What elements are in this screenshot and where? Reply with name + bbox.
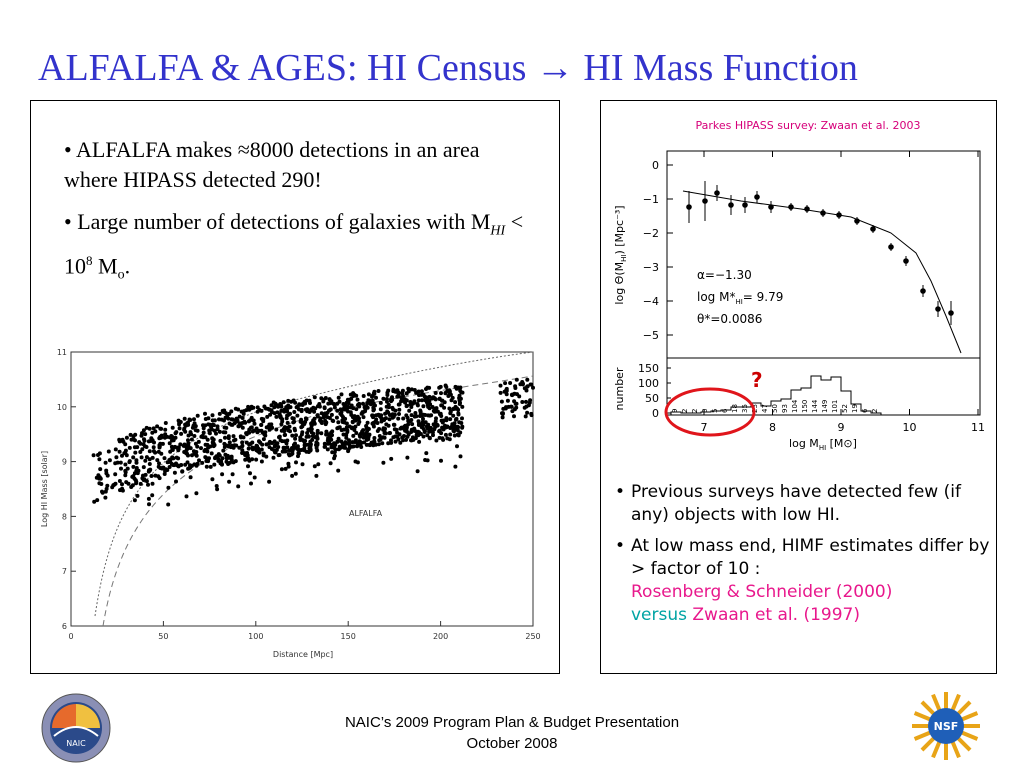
- histogram-bin-label: 149: [821, 400, 829, 413]
- ref-zwaan: Zwaan et al. (1997): [692, 605, 860, 625]
- naic-logo: NAIC: [41, 693, 111, 763]
- param-alpha: α=−1.30: [697, 268, 752, 282]
- scatter-xlabel: Distance [Mpc]: [273, 650, 333, 659]
- himf-ylabel-top: log Θ(MHI) [Mpc⁻³]: [613, 205, 628, 304]
- himf-xtick: 8: [769, 421, 776, 434]
- versus-word: versus: [631, 605, 687, 625]
- himf-data-point: [820, 210, 826, 216]
- scatter-xtick: 0: [68, 632, 73, 641]
- himf-data-point: [768, 204, 774, 210]
- left-bullet-1: • ALFALFA makes ≈8000 detections in an a…: [64, 137, 480, 192]
- scatter-ytick: 7: [62, 567, 67, 576]
- himf-data-point: [935, 306, 941, 312]
- right-bullet-list: • Previous surveys have detected few (if…: [615, 481, 995, 635]
- himf-data-point: [754, 194, 760, 200]
- himf-data-point: [804, 206, 810, 212]
- himf-ytick-bottom: 50: [645, 392, 659, 405]
- histogram-bin-label: 47: [761, 404, 769, 413]
- scatter-xtick: 50: [158, 632, 168, 641]
- himf-data-point: [888, 244, 894, 250]
- histogram-bin-label: 9: [671, 409, 679, 413]
- himf-ytick-top: −1: [643, 193, 659, 206]
- left-bullet-2: • Large number of detections of galaxies…: [64, 209, 524, 284]
- himf-xtick: 11: [971, 421, 985, 434]
- scatter-ytick: 9: [62, 458, 67, 467]
- low-mass-highlight-circle: [664, 387, 756, 437]
- histogram-bin-label: 19: [851, 404, 859, 413]
- histogram-bin-label: 52: [841, 404, 849, 413]
- histogram-bin-label: 35: [741, 404, 749, 413]
- histogram-bin-label: 6: [861, 408, 869, 413]
- right-panel: Parkes HIPASS survey: Zwaan et al. 2003 …: [600, 100, 997, 674]
- histogram-bin-label: 2: [681, 409, 689, 413]
- left-bullet-list: • ALFALFA makes ≈8000 detections in an a…: [64, 135, 534, 303]
- histogram-bin-label: 2: [871, 409, 879, 413]
- histogram-bin-label: 101: [831, 400, 839, 413]
- scatter-ylabel: Log HI Mass [solar]: [40, 451, 49, 527]
- scatter-xtick: 150: [341, 632, 356, 641]
- himf-ytick-top: −4: [643, 295, 659, 308]
- ref-rosenberg: Rosenberg & Schneider (2000): [631, 582, 893, 602]
- himf-data-point: [788, 204, 794, 210]
- left-panel: • ALFALFA makes ≈8000 detections in an a…: [30, 100, 560, 674]
- nsf-logo: NSF: [912, 692, 980, 760]
- footer-line-2: October 2008: [466, 735, 558, 752]
- scatter-ytick: 10: [57, 403, 67, 412]
- himf-title: Parkes HIPASS survey: Zwaan et al. 2003: [695, 119, 920, 132]
- histogram-bin-label: 104: [791, 399, 799, 413]
- svg-text:NSF: NSF: [934, 720, 959, 733]
- histogram-bin-label: 6: [721, 408, 729, 413]
- histogram-bin-label: 150: [801, 400, 809, 413]
- himf-data-point: [903, 258, 909, 264]
- himf-ytick-top: −3: [643, 261, 659, 274]
- himf-xtick: 10: [903, 421, 917, 434]
- himf-xtick: 7: [701, 421, 708, 434]
- himf-params: α=−1.30 log M*HI= 9.79 θ*=0.0086: [697, 268, 783, 326]
- himf-plot: Parkes HIPASS survey: Zwaan et al. 2003 …: [613, 119, 985, 452]
- scatter-ytick: 6: [62, 622, 67, 631]
- himf-data-point: [854, 218, 860, 224]
- question-mark: ?: [751, 368, 763, 392]
- himf-ytick-top: 0: [652, 159, 659, 172]
- scatter-xtick: 100: [248, 632, 263, 641]
- right-bullet-2: • At low mass end, HIMF estimates differ…: [615, 536, 990, 625]
- right-bullet-1: • Previous surveys have detected few (if…: [615, 482, 961, 525]
- histogram-bin-label: 93: [781, 404, 789, 413]
- himf-ylabel-bottom: number: [613, 367, 626, 410]
- alfalfa-scatter-plot: 0 50 100 150 200 250 6 7 8 9 10 11 ALFALFA Distance…: [40, 348, 541, 659]
- histogram-bin-label: 18: [731, 404, 739, 413]
- scatter-ytick: 11: [57, 348, 67, 357]
- histogram-bin-label: 144: [811, 399, 819, 413]
- himf-xtick: 9: [838, 421, 845, 434]
- himf-ytick-top: −5: [643, 329, 659, 342]
- himf-data-point: [742, 202, 748, 208]
- himf-ytick-bottom: 150: [638, 362, 659, 375]
- himf-ytick-bottom: 100: [638, 377, 659, 390]
- histogram-bin-label: 3: [701, 409, 709, 413]
- himf-data-point: [948, 310, 954, 316]
- histogram-bin-label: 5: [711, 409, 719, 413]
- himf-data-point: [920, 288, 926, 294]
- himf-data-point: [836, 212, 842, 218]
- scatter-xtick: 250: [525, 632, 540, 641]
- histogram-bin-label: 50: [771, 404, 779, 413]
- himf-ytick-top: −2: [643, 227, 659, 240]
- himf-data-point: [714, 190, 720, 196]
- himf-xlabel: log MHI [M⊙]: [789, 437, 857, 452]
- himf-data-point: [728, 202, 734, 208]
- himf-data-point: [870, 226, 876, 232]
- slide-title: ALFALFA & AGES: HI Census → HI Mass Func…: [38, 47, 858, 89]
- histogram-bin-label: 2: [691, 409, 699, 413]
- scatter-label: ALFALFA: [349, 509, 383, 518]
- scatter-ytick: 8: [62, 512, 67, 521]
- param-mstar: log M*HI= 9.79: [697, 290, 783, 306]
- himf-ytick-bottom: 0: [652, 407, 659, 420]
- himf-data-point: [702, 198, 708, 204]
- himf-data-point: [686, 204, 692, 210]
- svg-text:NAIC: NAIC: [66, 739, 86, 748]
- scatter-xtick: 200: [433, 632, 448, 641]
- footer-line-1: NAIC’s 2009 Program Plan & Budget Presen…: [344, 714, 680, 731]
- param-theta: θ*=0.0086: [697, 312, 762, 326]
